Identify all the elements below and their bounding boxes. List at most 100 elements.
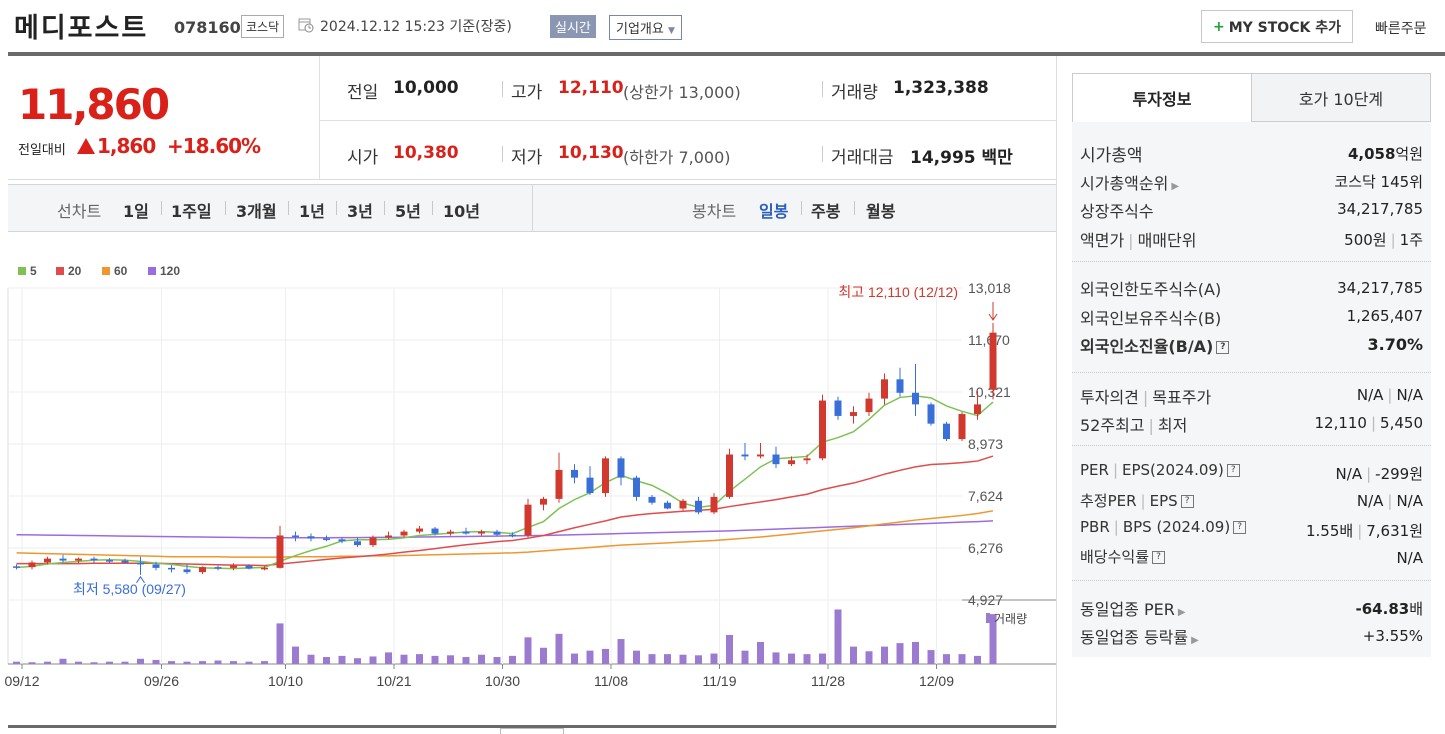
period-3m[interactable]: 3개월: [236, 202, 277, 221]
candle-body: [757, 454, 764, 457]
divider: [336, 201, 337, 215]
period-1w[interactable]: 1주일: [171, 202, 212, 221]
est-per-eps-value: N/A | N/A: [1356, 492, 1423, 510]
volume-bar: [664, 654, 671, 664]
foreign-holding-label: 외국인보유주식수(B): [1080, 309, 1222, 328]
help-icon[interactable]: ?: [1226, 464, 1240, 477]
volume-bar: [896, 643, 904, 664]
company-overview-dropdown[interactable]: 기업개요 ▼: [609, 15, 682, 40]
candle-body: [168, 567, 175, 570]
foreign-ratio-label: 외국인소진율(B/A)?: [1080, 333, 1230, 357]
candle-body: [493, 531, 501, 535]
scroll-handle[interactable]: [500, 728, 564, 734]
add-mystock-label: MY STOCK 추가: [1228, 19, 1341, 36]
market-cap-rank-label[interactable]: 시가총액순위 ▶: [1080, 174, 1180, 193]
market-cap-label: 시가총액: [1080, 146, 1143, 166]
realtime-button[interactable]: 실시간: [550, 15, 596, 38]
legend-swatch: [56, 267, 64, 275]
volume-bar: [416, 654, 423, 664]
legend-label: 20: [68, 264, 82, 278]
ma120-line: [16, 520, 994, 539]
candle-body: [338, 539, 346, 542]
candle-body: [354, 541, 361, 546]
divider: [1072, 372, 1431, 373]
legend-swatch: [18, 267, 26, 275]
volume-bar: [819, 653, 826, 664]
period-10y[interactable]: 10년: [443, 202, 480, 221]
candle-body: [896, 379, 904, 393]
volume-value: 1,323,388: [893, 78, 989, 98]
candle-body: [943, 423, 950, 440]
divider: [502, 146, 503, 162]
volume-bar: [276, 623, 284, 664]
open-value: 10,380: [393, 143, 459, 163]
period-weekly[interactable]: 주봉: [811, 202, 841, 221]
volume-bar: [230, 661, 237, 664]
invest-info-panel: [1072, 122, 1431, 657]
plus-icon: +: [1213, 18, 1225, 35]
caret-right-icon: ▶: [1191, 635, 1199, 646]
prev-close-value: 10,000: [393, 78, 459, 98]
sector-per-label[interactable]: 동일업종 PER ▶: [1080, 600, 1186, 619]
quick-order-button[interactable]: 빠른주문: [1375, 21, 1427, 37]
candle-body: [555, 469, 563, 499]
help-icon[interactable]: ?: [1180, 495, 1194, 508]
period-1y[interactable]: 1년: [299, 202, 325, 221]
x-tick-label: 10/30: [485, 673, 520, 689]
x-tick-label: 11/08: [594, 673, 628, 689]
volume-bar: [261, 661, 268, 664]
help-icon[interactable]: ?: [1233, 521, 1247, 534]
help-icon[interactable]: ?: [1152, 551, 1166, 564]
divider: [161, 201, 162, 215]
help-icon[interactable]: ?: [1216, 341, 1230, 354]
candle-body: [865, 398, 873, 413]
volume-bar: [354, 658, 361, 664]
candle-body: [989, 332, 997, 390]
candle-body: [323, 538, 330, 541]
add-mystock-button[interactable]: + MY STOCK 추가: [1201, 10, 1353, 43]
stock-name: 메디포스트: [14, 13, 149, 44]
candle-body: [90, 558, 98, 561]
par-value-value: 500원 | 1주: [1344, 231, 1423, 249]
volume-bar: [44, 661, 51, 664]
y-tick-label: 8,973: [968, 436, 1003, 452]
legend-label: 120: [160, 264, 180, 278]
volume-bar: [323, 657, 330, 664]
sector-change-label[interactable]: 동일업종 등락률 ▶: [1080, 628, 1199, 647]
market-cap-value: 4,058억원: [1347, 145, 1423, 163]
candle-body: [679, 500, 687, 509]
candle-body: [400, 531, 408, 536]
volume-bar: [509, 655, 516, 664]
x-tick-label: 12/09: [919, 673, 954, 689]
volume-bar: [245, 661, 253, 664]
legend-swatch: [148, 267, 156, 275]
high-label: 고가: [511, 83, 543, 103]
period-3y[interactable]: 3년: [347, 202, 373, 221]
period-group-divider: [532, 185, 533, 231]
company-overview-label: 기업개요: [616, 22, 664, 37]
candle-body: [416, 528, 423, 532]
period-daily[interactable]: 일봉: [759, 202, 789, 221]
volume-bar: [803, 654, 811, 664]
candle-body: [276, 535, 284, 568]
candle-body: [13, 566, 20, 568]
volume-bar: [199, 661, 206, 664]
candle-body: [602, 458, 609, 494]
candle-body: [850, 412, 857, 416]
change-percent: +18.60%: [167, 134, 261, 158]
open-label: 시가: [347, 148, 379, 168]
candle-body: [571, 469, 578, 478]
quote-datetime: 2024.12.12 15:23 기준(장중): [320, 19, 512, 35]
period-5y[interactable]: 5년: [395, 202, 421, 221]
candle-body: [307, 536, 315, 539]
y-tick-label: 4,927: [968, 592, 1003, 608]
market-cap-rank-value: 코스닥 145위: [1334, 173, 1423, 191]
caret-right-icon: ▶: [1177, 607, 1186, 618]
volume-bar: [757, 641, 764, 664]
candle-body: [741, 454, 749, 457]
period-1d[interactable]: 1일: [123, 202, 149, 221]
period-monthly[interactable]: 월봉: [866, 202, 896, 221]
tab-invest-info[interactable]: 투자정보: [1072, 73, 1252, 122]
tab-order-book[interactable]: 호가 10단계: [1251, 73, 1431, 122]
volume-bar: [989, 614, 997, 664]
